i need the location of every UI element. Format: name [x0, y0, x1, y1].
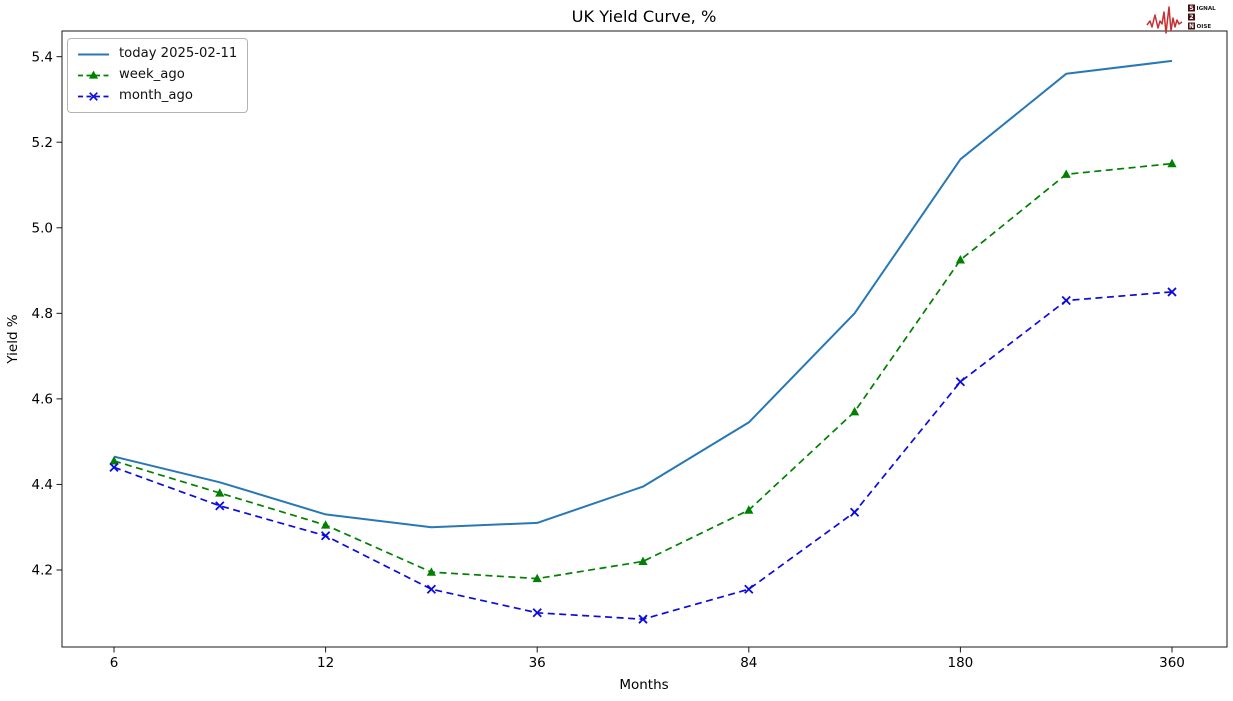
x-tick-label: 84 [740, 655, 757, 671]
legend-label-today: today 2025-02-11 [119, 46, 238, 62]
legend-line-solid-icon [78, 53, 109, 56]
logo-text-noise: N OISE [1188, 22, 1212, 30]
marker-triangle [215, 488, 225, 497]
logo-box-2 [1188, 13, 1195, 21]
y-ticks: 4.2 4.4 4.6 4.8 5.0 5.2 5.4 [32, 49, 62, 579]
marker-triangle [109, 456, 119, 465]
legend-item-today: today 2025-02-11 [77, 45, 237, 64]
x-axis-label: Months [619, 677, 668, 693]
logo-digit-2: 2 [1189, 14, 1193, 21]
logo-text-oise: OISE [1197, 24, 1212, 30]
logo-letter-s: S [1189, 5, 1193, 12]
logo-box-n [1188, 22, 1195, 30]
series-week-ago [109, 158, 1177, 583]
signal2noise-logo: S IGNAL 2 N OISE [1146, 4, 1217, 34]
legend-label-month-ago: month_ago [119, 88, 193, 104]
logo-box-s [1188, 4, 1195, 12]
x-tick-label: 6 [110, 655, 119, 671]
logo-text-ignal: IGNAL [1197, 6, 1217, 12]
y-tick-label: 4.4 [32, 477, 53, 493]
y-tick-label: 5.4 [32, 49, 53, 65]
legend-label-week-ago: week_ago [119, 67, 185, 83]
y-tick-label: 5.0 [32, 220, 53, 236]
series-month-ago [109, 287, 1177, 624]
legend-item-month-ago: month_ago [77, 87, 237, 106]
ecg-waveform-icon [1146, 6, 1183, 34]
x-ticks: 6 12 36 84 180 360 [110, 647, 1185, 671]
legend-item-week-ago: week_ago [77, 66, 237, 85]
series-today-2025-02-11 [113, 59, 1173, 529]
marker-triangle [638, 556, 648, 566]
marker-triangle [1061, 169, 1071, 178]
y-tick-label: 4.2 [32, 563, 53, 579]
x-tick-label: 36 [529, 655, 546, 671]
legend-line-dashed-triangle-icon [78, 70, 109, 79]
y-tick-label: 4.6 [32, 392, 53, 408]
y-axis-label: Yield % [5, 314, 21, 364]
marker-triangle [744, 505, 754, 514]
logo-text-2: 2 [1188, 13, 1195, 21]
logo-letter-n: N [1189, 23, 1194, 30]
marker-triangle [321, 520, 331, 529]
marker-triangle [426, 567, 436, 576]
chart-title: UK Yield Curve, % [572, 7, 717, 26]
logo-text-signal: S IGNAL [1188, 4, 1217, 12]
marker-triangle [532, 573, 542, 583]
y-tick-label: 5.2 [32, 135, 53, 151]
marker-triangle [850, 406, 860, 416]
y-tick-label: 4.8 [32, 306, 53, 322]
plot-area: 4.2 4.4 4.6 4.8 5.0 5.2 5.4 6 12 36 84 180 360 [32, 30, 1228, 671]
x-tick-label: 12 [317, 655, 334, 671]
marker-triangle [955, 255, 965, 264]
x-tick-label: 180 [948, 655, 974, 671]
legend-line-dashed-x-icon [78, 92, 109, 101]
axes-frame [61, 30, 1228, 648]
legend: today 2025-02-11 week_ago month_ago [67, 38, 249, 113]
x-tick-label: 360 [1159, 655, 1185, 671]
marker-triangle [1167, 158, 1177, 168]
